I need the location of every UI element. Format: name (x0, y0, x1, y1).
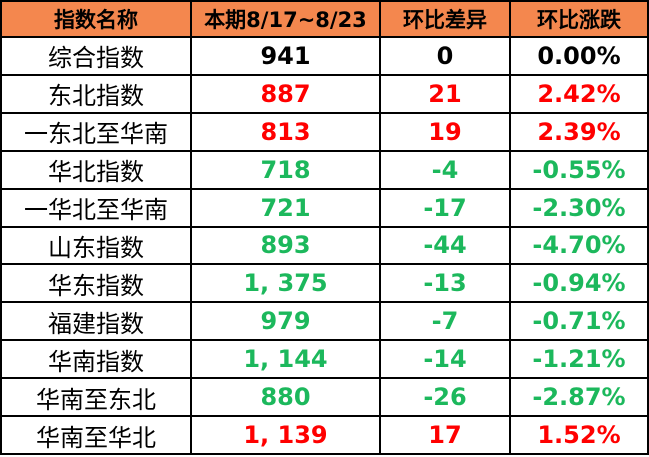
cell-index-name: 一东北至华南 (0, 111, 192, 152)
cell-chain-change: 1.52% (509, 415, 649, 455)
cell-chain-change: 2.39% (509, 111, 649, 152)
cell-index-name: 东北指数 (0, 73, 192, 114)
cell-chain-diff: -14 (379, 339, 511, 380)
cell-chain-diff: 0 (379, 36, 511, 76)
cell-current-value: 813 (190, 111, 381, 152)
cell-current-value: 1, 144 (190, 339, 381, 380)
cell-chain-change: -4.70% (509, 225, 649, 266)
cell-index-name: 福建指数 (0, 301, 192, 342)
cell-current-value: 941 (190, 36, 381, 76)
cell-current-value: 880 (190, 377, 381, 418)
cell-index-name: 华北指数 (0, 149, 192, 190)
cell-index-name: 华南至东北 (0, 377, 192, 418)
table-row: 山东指数 893 -44 -4.70% (0, 225, 649, 266)
header-current-period: 本期8/17~8/23 (190, 0, 381, 38)
cell-index-name: 综合指数 (0, 36, 192, 76)
table-row: 福建指数 979 -7 -0.71% (0, 301, 649, 342)
cell-index-name: 山东指数 (0, 225, 192, 266)
cell-chain-change: -0.94% (509, 263, 649, 304)
table-body: 综合指数 941 0 0.00% 东北指数 887 21 2.42% 一东北至华南 813 19 2.… (0, 36, 649, 455)
cell-chain-diff: -13 (379, 263, 511, 304)
table-header: 指数名称 本期8/17~8/23 环比差异 环比涨跌 (0, 0, 649, 38)
table-row: 华南指数 1, 144 -14 -1.21% (0, 339, 649, 380)
header-chain-change: 环比涨跌 (509, 0, 649, 38)
cell-chain-change: -2.87% (509, 377, 649, 418)
cell-current-value: 893 (190, 225, 381, 266)
table-row: 华东指数 1, 375 -13 -0.94% (0, 263, 649, 304)
table-row: 东北指数 887 21 2.42% (0, 73, 649, 114)
cell-chain-diff: -17 (379, 187, 511, 228)
cell-chain-diff: -26 (379, 377, 511, 418)
table-row: 综合指数 941 0 0.00% (0, 36, 649, 76)
cell-chain-change: -2.30% (509, 187, 649, 228)
cell-chain-change: 0.00% (509, 36, 649, 76)
cell-index-name: 华南指数 (0, 339, 192, 380)
table-row: 华南至东北 880 -26 -2.87% (0, 377, 649, 418)
cell-current-value: 1, 139 (190, 415, 381, 455)
cell-chain-change: -0.55% (509, 149, 649, 190)
cell-chain-diff: -44 (379, 225, 511, 266)
cell-chain-change: -0.71% (509, 301, 649, 342)
cell-current-value: 1, 375 (190, 263, 381, 304)
cell-current-value: 979 (190, 301, 381, 342)
cell-chain-diff: 19 (379, 111, 511, 152)
header-row: 指数名称 本期8/17~8/23 环比差异 环比涨跌 (0, 0, 649, 38)
cell-chain-diff: 21 (379, 73, 511, 114)
table-row: 一华北至华南 721 -17 -2.30% (0, 187, 649, 228)
cell-chain-diff: -4 (379, 149, 511, 190)
header-index-name: 指数名称 (0, 0, 192, 38)
cell-chain-change: -1.21% (509, 339, 649, 380)
cell-current-value: 887 (190, 73, 381, 114)
cell-chain-change: 2.42% (509, 73, 649, 114)
cell-chain-diff: 17 (379, 415, 511, 455)
table-row: 华南至华北 1, 139 17 1.52% (0, 415, 649, 455)
cell-chain-diff: -7 (379, 301, 511, 342)
cell-index-name: 华东指数 (0, 263, 192, 304)
cell-current-value: 718 (190, 149, 381, 190)
cell-current-value: 721 (190, 187, 381, 228)
cell-index-name: 华南至华北 (0, 415, 192, 455)
table-row: 华北指数 718 -4 -0.55% (0, 149, 649, 190)
table-row: 一东北至华南 813 19 2.39% (0, 111, 649, 152)
cell-index-name: 一华北至华南 (0, 187, 192, 228)
header-chain-diff: 环比差异 (379, 0, 511, 38)
